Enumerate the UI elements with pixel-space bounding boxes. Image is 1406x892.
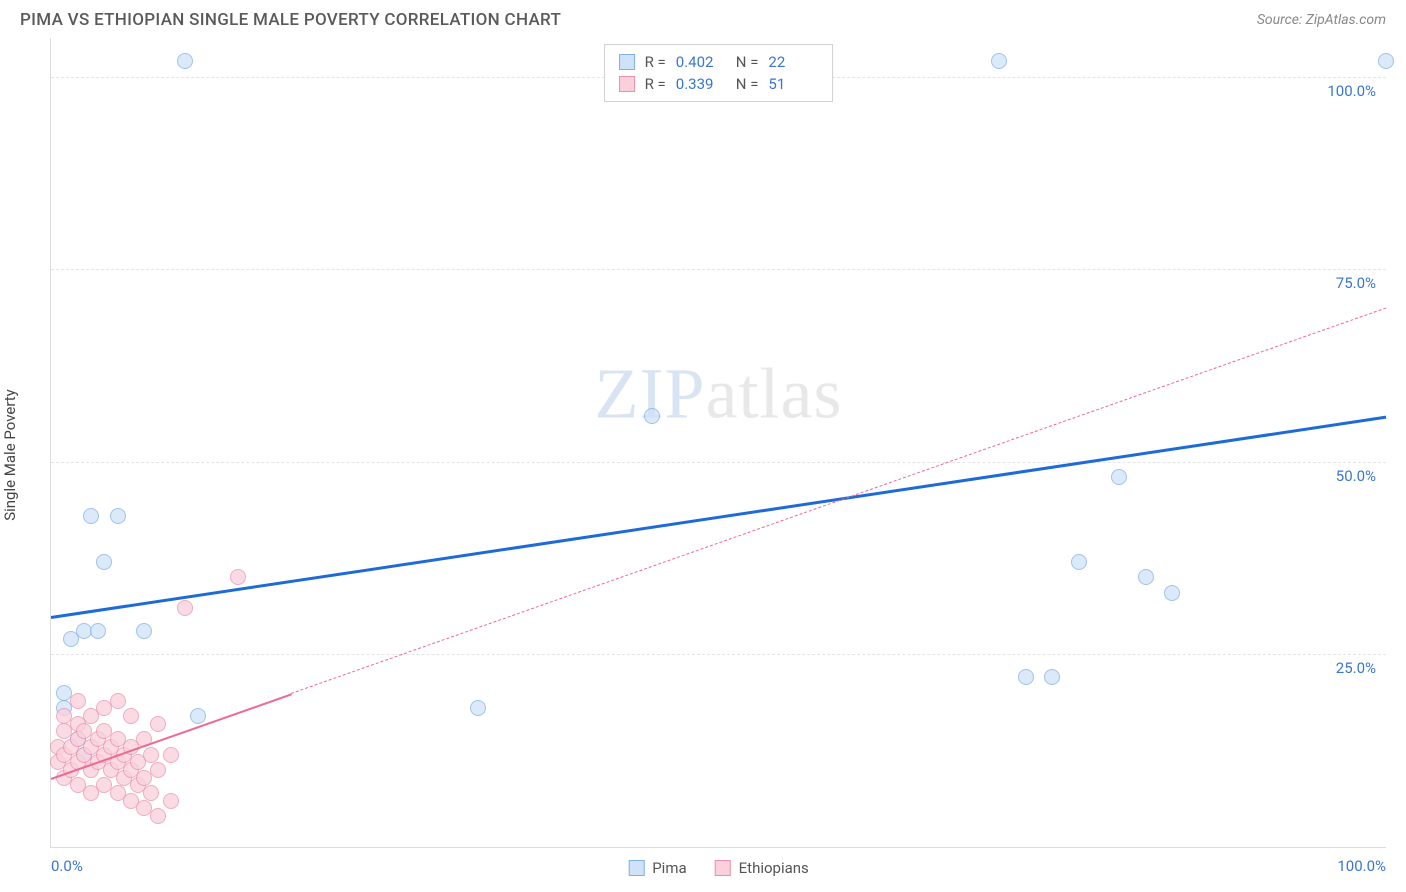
legend-swatch: [715, 860, 731, 876]
data-point: [1378, 53, 1394, 69]
data-point: [143, 747, 159, 763]
x-tick-label: 100.0%: [1337, 857, 1386, 875]
y-tick-label: 25.0%: [1334, 659, 1378, 677]
data-point: [150, 762, 166, 778]
data-point: [163, 793, 179, 809]
data-point: [1071, 554, 1087, 570]
data-point: [83, 508, 99, 524]
data-point: [136, 623, 152, 639]
legend-item: Pima: [628, 859, 686, 877]
n-label: N =: [736, 75, 759, 93]
data-point: [177, 600, 193, 616]
legend: Pima Ethiopians: [628, 859, 809, 877]
gridline: [51, 654, 1386, 655]
y-tick-label: 50.0%: [1334, 467, 1378, 485]
data-point: [230, 569, 246, 585]
data-point: [190, 708, 206, 724]
legend-label: Ethiopians: [739, 859, 809, 877]
y-tick-label: 100.0%: [1325, 82, 1378, 100]
data-point: [90, 623, 106, 639]
correlation-stats-box: R = 0.402 N = 22 R = 0.339 N = 51: [604, 44, 834, 102]
r-value: 0.339: [676, 75, 726, 93]
n-value: 51: [768, 75, 818, 93]
gridline: [51, 269, 1386, 270]
legend-label: Pima: [652, 859, 686, 877]
data-point: [163, 747, 179, 763]
data-point: [70, 693, 86, 709]
r-label: R =: [645, 75, 666, 93]
y-axis-label: Single Male Poverty: [1, 389, 19, 521]
data-point: [1111, 469, 1127, 485]
data-point: [1164, 585, 1180, 601]
trend-line: [291, 308, 1386, 694]
plot-area: ZIPatlas 25.0%50.0%75.0%100.0%0.0%100.0%: [51, 38, 1386, 847]
legend-swatch: [628, 860, 644, 876]
watermark: ZIPatlas: [595, 352, 843, 435]
x-tick-label: 0.0%: [51, 857, 83, 875]
stats-row: R = 0.402 N = 22: [619, 51, 819, 73]
series-swatch: [619, 76, 635, 92]
data-point: [991, 53, 1007, 69]
gridline: [51, 462, 1386, 463]
data-point: [150, 808, 166, 824]
y-tick-label: 75.0%: [1334, 274, 1378, 292]
data-point: [96, 554, 112, 570]
n-label: N =: [736, 53, 759, 71]
data-point: [644, 408, 660, 424]
data-point: [150, 716, 166, 732]
data-point: [1044, 669, 1060, 685]
data-point: [110, 693, 126, 709]
data-point: [143, 785, 159, 801]
data-point: [177, 53, 193, 69]
n-value: 22: [768, 53, 818, 71]
data-point: [1018, 669, 1034, 685]
chart-container: ZIPatlas 25.0%50.0%75.0%100.0%0.0%100.0%…: [50, 38, 1386, 848]
r-label: R =: [645, 53, 666, 71]
data-point: [1138, 569, 1154, 585]
series-swatch: [619, 54, 635, 70]
data-point: [470, 700, 486, 716]
source-label: Source: ZipAtlas.com: [1257, 12, 1386, 28]
data-point: [123, 708, 139, 724]
trend-line: [51, 416, 1386, 619]
r-value: 0.402: [676, 53, 726, 71]
chart-title: PIMA VS ETHIOPIAN SINGLE MALE POVERTY CO…: [20, 10, 561, 30]
stats-row: R = 0.339 N = 51: [619, 73, 819, 95]
legend-item: Ethiopians: [715, 859, 809, 877]
data-point: [110, 508, 126, 524]
